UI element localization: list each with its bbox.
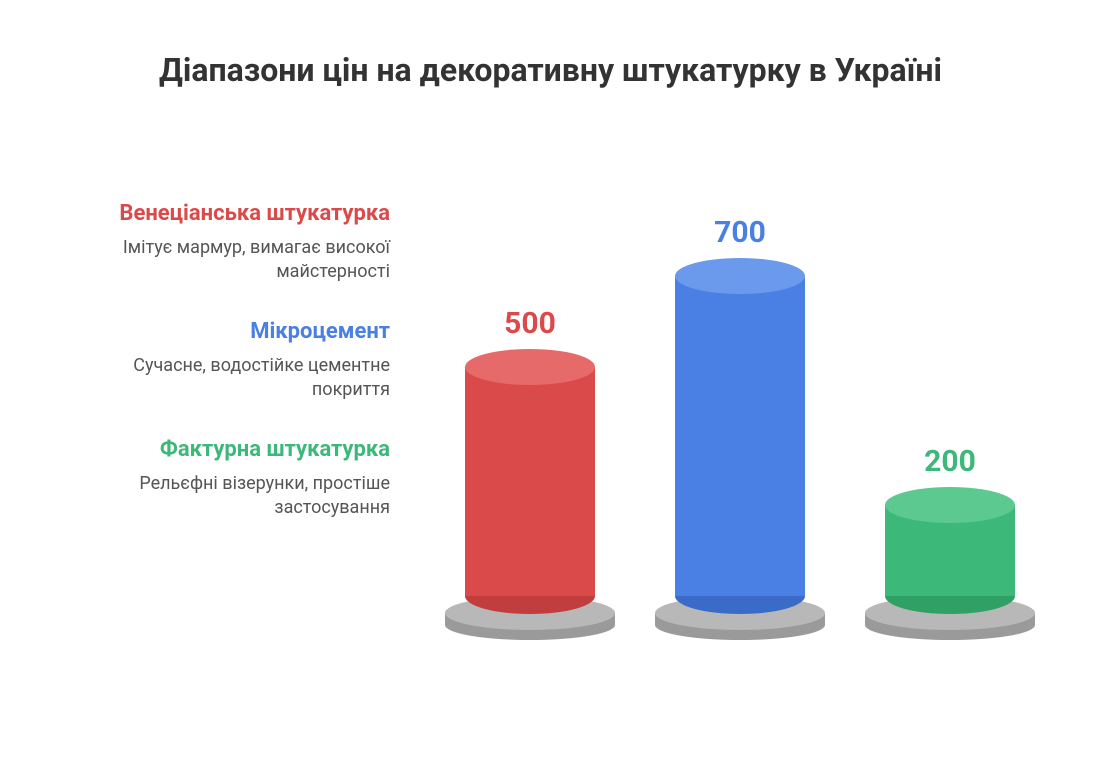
cylinder-venetian: 500 [430, 306, 630, 640]
chart-title: Діапазони цін на декоративну штукатурку … [0, 50, 1101, 92]
legend-item-venetian: Венеціанська штукатурка Імітує мармур, в… [60, 200, 390, 284]
legend-title: Фактурна штукатурка [60, 436, 390, 464]
legend-description: Рельєфні візерунки, простіше застосуванн… [60, 472, 390, 521]
cylinder-body [675, 258, 805, 614]
cylinder-microcement: 700 [640, 215, 840, 640]
legend-description: Імітує мармур, вимагає високої майстерно… [60, 236, 390, 285]
cylinder-body [465, 349, 595, 614]
legend-title: Венеціанська штукатурка [60, 200, 390, 228]
value-label: 700 [714, 215, 766, 250]
value-label: 200 [924, 444, 976, 479]
cylinder-body [885, 487, 1015, 614]
legend-item-microcement: Мікроцемент Сучасне, водостійке цементне… [60, 318, 390, 402]
legend: Венеціанська штукатурка Імітує мармур, в… [60, 200, 390, 554]
value-label: 500 [504, 306, 556, 341]
cylinder-side [465, 367, 595, 596]
cylinder-textured: 200 [850, 444, 1050, 640]
cylinder-top-ellipse [675, 258, 805, 294]
cylinder-side [675, 276, 805, 596]
legend-title: Мікроцемент [60, 318, 390, 346]
cylinder-chart: 500 700 200 [420, 160, 1060, 680]
cylinder-top-ellipse [885, 487, 1015, 523]
legend-description: Сучасне, водостійке цементне покриття [60, 354, 390, 403]
legend-item-textured: Фактурна штукатурка Рельєфні візерунки, … [60, 436, 390, 520]
